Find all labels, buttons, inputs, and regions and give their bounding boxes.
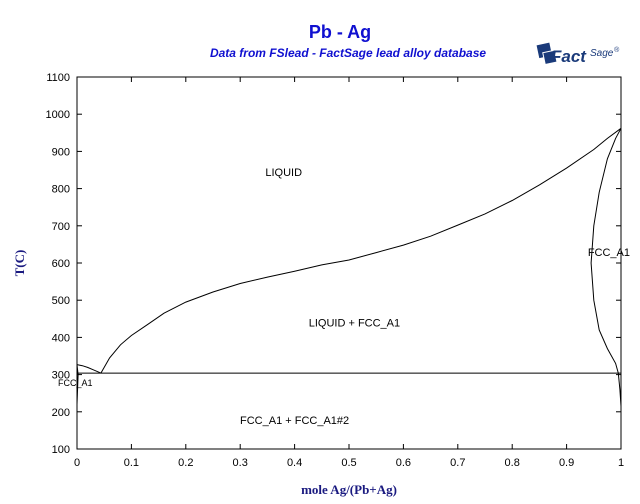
y-tick-label: 1000 xyxy=(46,109,70,121)
region-labels: LIQUID LIQUID + FCC_A1 FCC_A1 + FCC_A1#2 FC… xyxy=(58,167,630,427)
logo-mark: ® xyxy=(614,46,620,54)
curve-solvus-ag-side xyxy=(617,373,622,407)
y-tick-label: 700 xyxy=(52,221,70,233)
region-label-4: FCC_A1 xyxy=(58,378,93,388)
region-label-1: LIQUID + FCC_A1 xyxy=(309,318,400,330)
region-label-2: FCC_A1 + FCC_A1#2 xyxy=(240,415,349,427)
y-tick-label: 300 xyxy=(52,370,70,382)
chart-title: Pb - Ag xyxy=(309,22,371,42)
curve-liquidus-ag-side xyxy=(100,127,622,374)
x-tick-label: 0.8 xyxy=(505,457,520,469)
x-tick-label: 0.3 xyxy=(233,457,248,469)
x-tick-label: 0.7 xyxy=(450,457,465,469)
y-tick-label: 200 xyxy=(52,407,70,419)
x-axis-label: mole Ag/(Pb+Ag) xyxy=(301,482,397,497)
x-tick-label: 1 xyxy=(618,457,624,469)
y-tick-label: 600 xyxy=(52,258,70,270)
y-tick-label: 500 xyxy=(52,295,70,307)
curve-pb-side-solid xyxy=(76,364,79,405)
curve-solidus-ag-side xyxy=(590,128,622,374)
phase-boundaries xyxy=(76,127,622,407)
region-label-0: LIQUID xyxy=(265,167,302,179)
x-tick-label: 0.4 xyxy=(287,457,302,469)
x-tick-label: 0.1 xyxy=(124,457,139,469)
y-tick-label: 400 xyxy=(52,332,70,344)
x-tick-label: 0.2 xyxy=(178,457,193,469)
y-axis: 100 200 300 400 500 600 700 800 900 1000 1100 xyxy=(46,72,621,456)
logo-text: Fact xyxy=(551,47,587,66)
x-axis: 0 0.1 0.2 0.3 0.4 0.5 0.6 0.7 0.8 0.9 1 xyxy=(74,77,624,469)
x-tick-label: 0 xyxy=(74,457,80,469)
y-axis-label: T(C) xyxy=(12,250,27,277)
logo-suffix: Sage xyxy=(590,48,614,59)
chart-subtitle: Data from FSlead - FactSage lead alloy d… xyxy=(210,46,486,60)
region-label-3: FCC_A1 xyxy=(588,247,630,259)
curve-liquidus-pb-side xyxy=(76,364,102,374)
y-tick-label: 900 xyxy=(52,146,70,158)
y-tick-label: 1100 xyxy=(46,72,70,84)
plot-frame xyxy=(76,76,622,450)
x-tick-label: 0.5 xyxy=(341,457,356,469)
x-tick-label: 0.9 xyxy=(559,457,574,469)
y-tick-label: 100 xyxy=(52,444,70,456)
y-tick-label: 800 xyxy=(52,184,70,196)
x-tick-label: 0.6 xyxy=(396,457,411,469)
factsage-logo: Fact Sage ® xyxy=(535,41,620,66)
